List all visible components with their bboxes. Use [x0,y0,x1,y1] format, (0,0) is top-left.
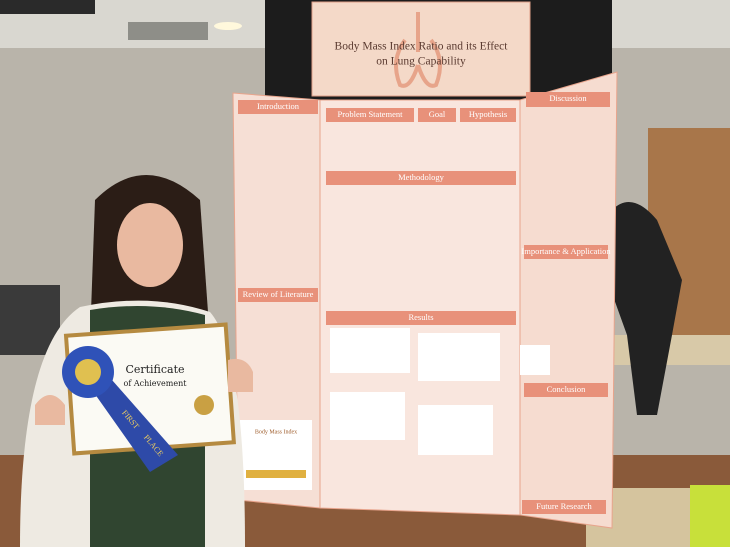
section-header: Importance & Application [521,246,611,256]
section-header: Review of Literature [243,289,314,299]
right-panel [519,71,618,529]
section-header-bg [326,311,516,325]
section-header: Hypothesis [469,109,507,119]
bmi-chart-label: Body Mass Index [255,429,297,435]
section-header: Problem Statement [338,109,404,119]
section-header-bg [526,92,610,107]
pie-chart [520,345,550,375]
section-header-bg [522,500,606,514]
section-header: Introduction [257,101,300,111]
section-header-bg [238,100,318,114]
scatter-plot [418,333,500,381]
section-header: Goal [429,109,446,119]
scatter-plot [330,328,410,373]
background-person [609,202,682,415]
section-header: Results [408,312,433,322]
ceiling-light [214,22,242,30]
title-line: on Lung Capability [376,56,466,68]
ribbon-center [75,359,101,385]
title-line: Body Mass Index Ratio and its Effect [335,41,509,53]
vent [128,22,208,40]
section-header-bg [238,288,318,302]
section-header-bg [524,245,608,259]
ribbon-tail [85,380,178,472]
hands [35,358,253,425]
section-header: Conclusion [547,384,586,394]
bag [0,285,60,355]
section-header-bg [460,108,516,122]
section-header-bg [326,171,516,185]
bmi-chart [240,420,312,490]
title-sign [311,1,531,97]
section-header: Discussion [549,93,587,103]
beam [0,0,95,14]
section-header: Methodology [398,172,445,182]
bmi-scale [246,470,306,478]
section-header-bg [524,383,608,397]
certificate-seal [194,395,214,415]
scatter-plot [418,405,493,455]
section-header: Future Research [536,501,592,511]
section-header-bg [418,108,456,122]
certificate-subtitle: of Achievement [124,379,188,388]
section-header-bg [326,108,414,122]
lung-illustration [394,12,442,88]
folder [690,485,730,547]
scatter-plot [330,392,405,440]
face [117,203,183,287]
certificate-title: Certificate [125,363,184,376]
